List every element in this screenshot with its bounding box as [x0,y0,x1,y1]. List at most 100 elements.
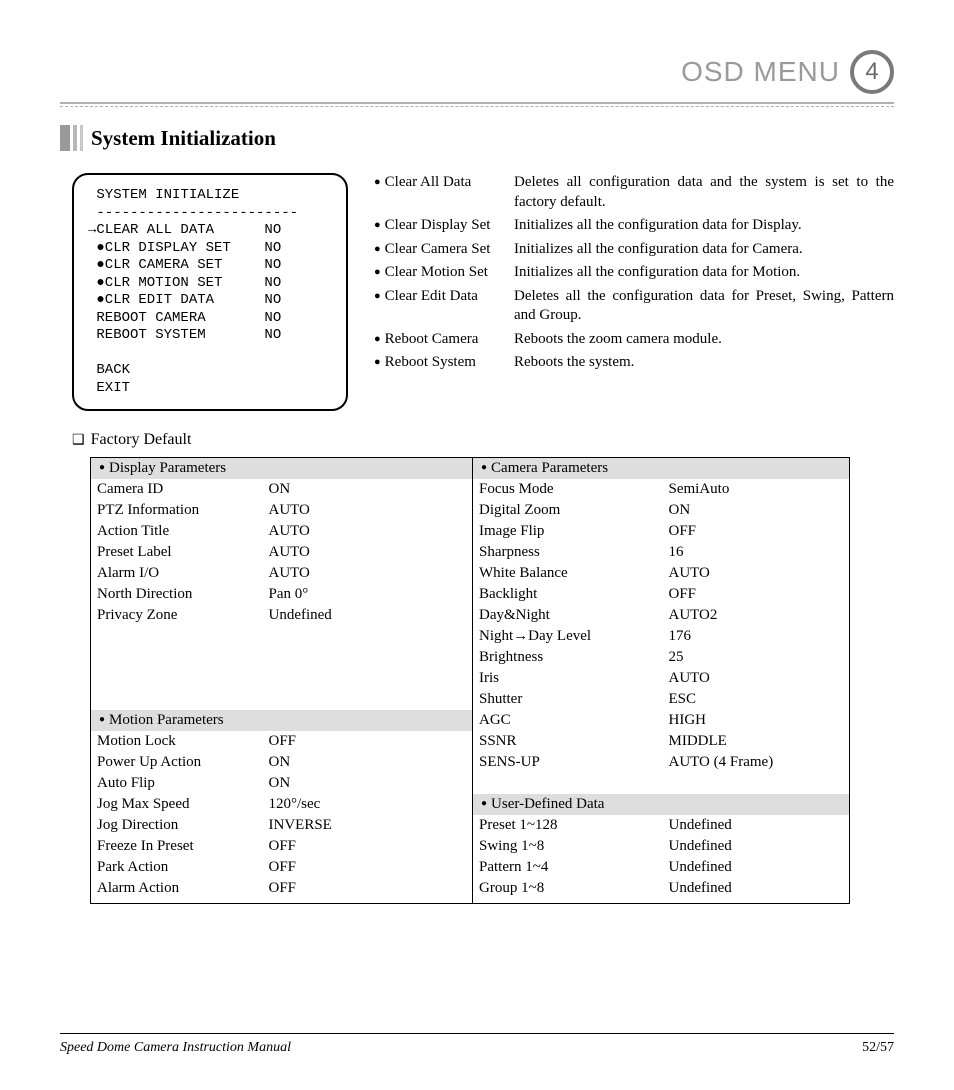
table-row: Power Up ActionONSENS-UPAUTO (4 Frame) [91,752,850,773]
param-name: Swing 1~8 [473,836,663,857]
param-value: INVERSE [263,815,473,836]
param-value: 120°/sec [263,794,473,815]
table-row [91,899,850,904]
param-name: Jog Direction [91,815,263,836]
param-name: Iris [473,668,663,689]
param-name: Jog Max Speed [91,794,263,815]
heading-stripes-icon [60,125,83,151]
table-row: North DirectionPan 0°BacklightOFF [91,584,850,605]
param-value: Undefined [663,836,850,857]
param-name: Power Up Action [91,752,263,773]
param-value: MIDDLE [663,731,850,752]
table-row: Alarm I/OAUTOWhite BalanceAUTO [91,563,850,584]
table-row: PTZ InformationAUTODigital ZoomON [91,500,850,521]
param-name: Shutter [473,689,663,710]
param-value: OFF [263,731,473,752]
param-name: Alarm Action [91,878,263,899]
table-row: Motion ParametersAGCHIGH [91,710,850,731]
param-value: ESC [663,689,850,710]
table-row: Motion LockOFFSSNRMIDDLE [91,731,850,752]
param-value: ON [263,773,473,794]
definition-desc: Reboots the zoom camera module. [514,330,894,350]
param-name: SSNR [473,731,663,752]
param-name: Privacy Zone [91,605,263,626]
table-row: ShutterESC [91,689,850,710]
param-value: ON [263,479,473,500]
definition-term: Reboot Camera [374,330,514,350]
param-name: Motion Lock [91,731,263,752]
definition-desc: Reboots the system. [514,353,894,373]
definition-term: Clear Camera Set [374,240,514,260]
param-value: Pan 0° [263,584,473,605]
table-section-header: Motion Parameters [91,710,263,731]
param-name: Backlight [473,584,663,605]
table-row: Action TitleAUTOImage FlipOFF [91,521,850,542]
definition-row: Clear All DataDeletes all configuration … [374,173,894,212]
definition-term: Clear All Data [374,173,514,193]
param-value: OFF [663,521,850,542]
param-name: Alarm I/O [91,563,263,584]
table-row: Night→Day Level176 [91,626,850,647]
param-value: 25 [663,647,850,668]
definition-row: Reboot CameraReboots the zoom camera mod… [374,330,894,350]
table-row: Privacy ZoneUndefinedDay&NightAUTO2 [91,605,850,626]
definition-desc: Initializes all the configuration data f… [514,216,894,236]
footer-rule [60,1033,894,1034]
table-section-header: Display Parameters [91,458,263,480]
table-row: Freeze In PresetOFFSwing 1~8Undefined [91,836,850,857]
definition-term: Clear Motion Set [374,263,514,283]
page-header: OSD MENU 4 [60,50,894,98]
table-row: IrisAUTO [91,668,850,689]
param-value: AUTO [663,563,850,584]
definition-desc: Deletes all configuration data and the s… [514,173,894,212]
table-row: Display ParametersCamera Parameters [91,458,850,480]
param-value: SemiAuto [663,479,850,500]
param-name: Sharpness [473,542,663,563]
param-value: Undefined [663,878,850,899]
footer-page-number: 52/57 [862,1040,894,1056]
param-value: Undefined [663,815,850,836]
param-name: Focus Mode [473,479,663,500]
table-row: Auto FlipON [91,773,850,794]
definition-term: Clear Edit Data [374,287,514,307]
table-row: Camera IDONFocus ModeSemiAuto [91,479,850,500]
param-value: ON [663,500,850,521]
param-name: Preset 1~128 [473,815,663,836]
param-name: Freeze In Preset [91,836,263,857]
table-row: Park ActionOFFPattern 1~4Undefined [91,857,850,878]
param-value: OFF [263,836,473,857]
definition-desc: Initializes all the configuration data f… [514,263,894,283]
param-value: AUTO [663,668,850,689]
param-name: AGC [473,710,663,731]
param-value: AUTO2 [663,605,850,626]
param-name: Night→Day Level [473,626,663,647]
definition-term: Clear Display Set [374,216,514,236]
header-rule-dashed [60,106,894,107]
param-value: 16 [663,542,850,563]
param-name: White Balance [473,563,663,584]
definition-row: Clear Edit DataDeletes all the configura… [374,287,894,326]
section-heading: System Initialization [60,125,894,151]
param-name: Brightness [473,647,663,668]
param-name: SENS-UP [473,752,663,773]
param-name: Action Title [91,521,263,542]
param-value: ON [263,752,473,773]
factory-default-table: Display ParametersCamera ParametersCamer… [90,457,850,904]
page-footer: Speed Dome Camera Instruction Manual 52/… [60,1040,894,1056]
param-name: Preset Label [91,542,263,563]
table-row: Brightness25 [91,647,850,668]
param-name: North Direction [91,584,263,605]
table-row: Preset LabelAUTOSharpness16 [91,542,850,563]
header-title: OSD MENU [681,56,840,88]
header-rule-solid [60,102,894,104]
param-name: Image Flip [473,521,663,542]
param-value: AUTO (4 Frame) [663,752,850,773]
param-name: Digital Zoom [473,500,663,521]
section-title: System Initialization [91,126,276,151]
footer-doc-title: Speed Dome Camera Instruction Manual [60,1040,291,1056]
definition-row: Clear Motion SetInitializes all the conf… [374,263,894,283]
param-name: Auto Flip [91,773,263,794]
table-row: Jog Max Speed120°/secUser-Defined Data [91,794,850,815]
factory-default-heading: Factory Default [72,431,894,449]
param-name: Pattern 1~4 [473,857,663,878]
